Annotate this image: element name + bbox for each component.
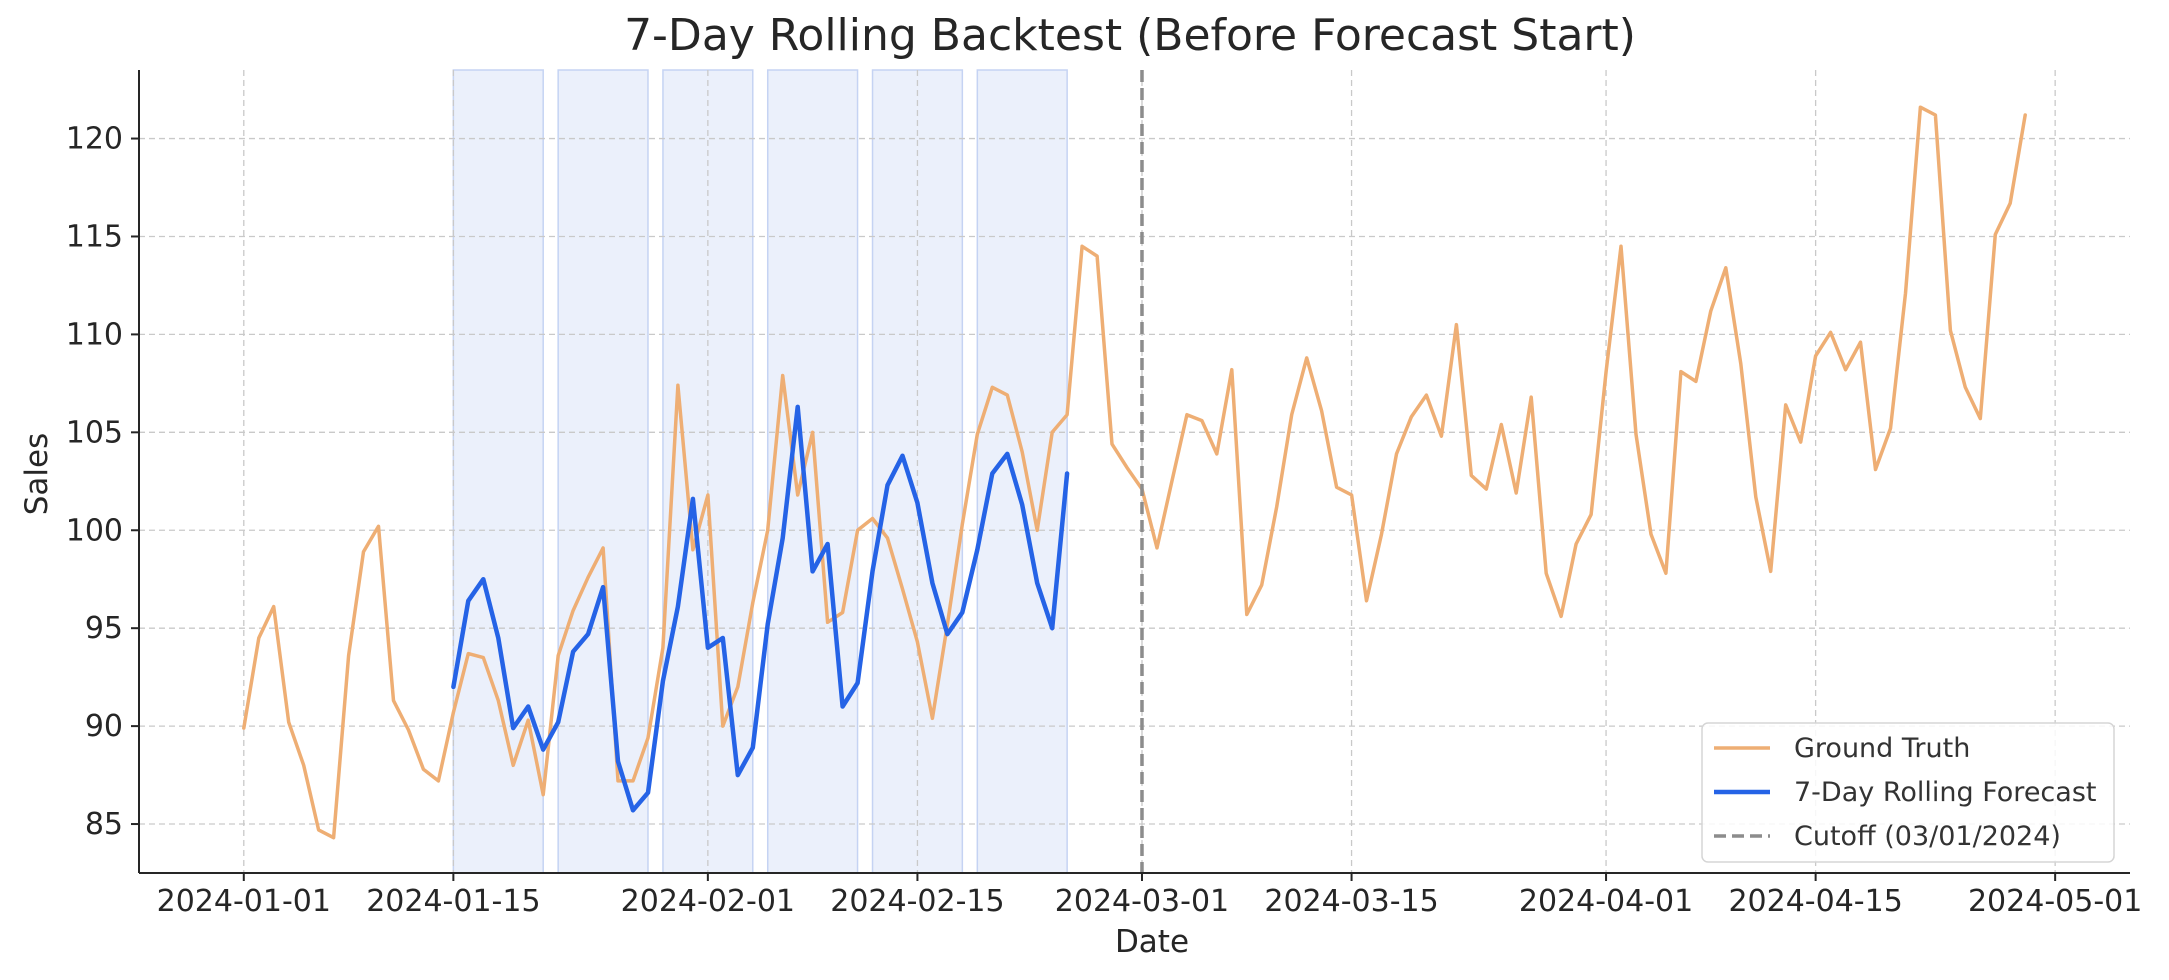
x-tick-label: 2024-04-15 (1728, 884, 1902, 919)
y-tick-label: 120 (66, 122, 123, 157)
grid-lines (139, 70, 2130, 873)
x-tick-label: 2024-05-01 (1968, 884, 2142, 919)
x-tick-label: 2024-01-15 (366, 884, 540, 919)
legend-cutoff-label: Cutoff (03/01/2024) (1794, 821, 2061, 852)
y-tick-label: 110 (66, 317, 123, 352)
y-tick-label: 85 (85, 807, 123, 842)
y-tick-label: 90 (85, 709, 123, 744)
y-axis-title: Sales (19, 433, 55, 516)
y-tick-label: 95 (85, 611, 123, 646)
x-tick-label: 2024-04-01 (1519, 884, 1693, 919)
ground-truth-line (242, 105, 2027, 840)
rolling-forecast-line (451, 404, 1070, 813)
y-tick-label: 105 (66, 415, 123, 450)
legend: Ground Truth 7-Day Rolling Forecast Cutoff… (1701, 722, 2115, 863)
backtest-window-1 (452, 69, 544, 874)
legend-box (1701, 722, 2115, 863)
x-tick-label: 2024-01-01 (157, 884, 331, 919)
backtest-window-6 (976, 69, 1068, 874)
backtest-window-shading (452, 69, 1068, 874)
axes (138, 70, 2130, 874)
backtest-window-4 (766, 69, 859, 874)
x-axis-title: Date (1115, 924, 1189, 960)
axis-ticks: 85 90 95 100 105 110 115 120 2024-01-01 2024-01-1… (66, 122, 2143, 919)
chart-title: 7-Day Rolling Backtest (Before Forecast … (624, 10, 1636, 61)
backtest-window-2 (557, 69, 649, 874)
x-tick-label: 2024-02-15 (830, 884, 1004, 919)
x-tick-label: 2024-02-01 (621, 884, 795, 919)
legend-rolling-forecast-label: 7-Day Rolling Forecast (1794, 777, 2096, 808)
series-lines (242, 70, 2027, 873)
y-tick-label: 100 (66, 513, 123, 548)
y-tick-label: 115 (66, 219, 123, 254)
legend-ground-truth-label: Ground Truth (1794, 733, 1970, 764)
x-tick-label: 2024-03-15 (1264, 884, 1438, 919)
x-tick-label: 2024-03-01 (1055, 884, 1229, 919)
